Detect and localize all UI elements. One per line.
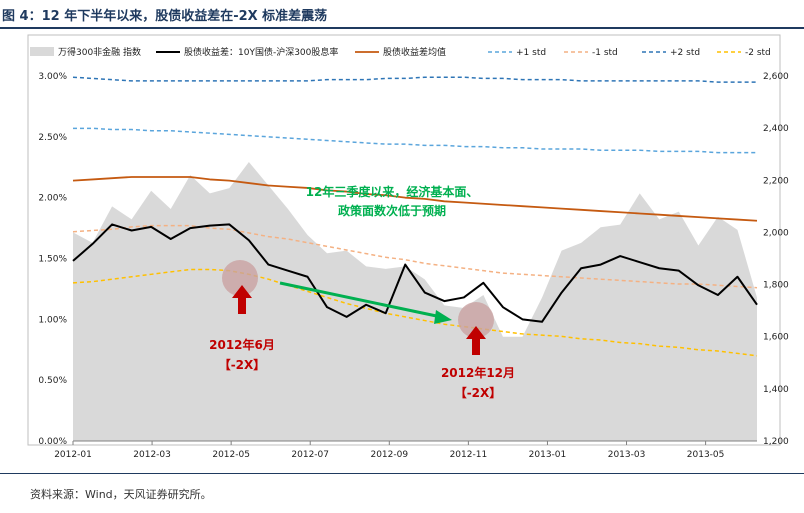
legend-label: -2 std <box>745 48 771 58</box>
title-rule <box>0 27 804 29</box>
highlight-circle-dec <box>458 302 494 338</box>
x-tick-label: 2012-07 <box>291 450 329 460</box>
left-tick-label: 2.50% <box>38 133 67 143</box>
series-line-4-1-std <box>72 224 758 289</box>
x-tick-label: 2012-01 <box>54 450 92 460</box>
source-note: 资料来源：Wind，天风证券研究所。 <box>30 488 212 501</box>
left-tick-label: 1.00% <box>38 315 67 325</box>
right-tick-label: 1,200 <box>763 437 789 447</box>
right-tick-label: 2,400 <box>763 124 789 134</box>
x-tick-label: 2012-03 <box>133 450 171 460</box>
left-tick-label: 1.50% <box>38 255 67 265</box>
legend-label: -1 std <box>592 48 618 58</box>
left-tick-label: 3.00% <box>38 72 67 82</box>
right-tick-label: 1,600 <box>763 333 789 343</box>
right-tick-label: 2,200 <box>763 176 789 186</box>
green-trend-arrow <box>279 281 447 320</box>
red-arrow-jun <box>232 285 252 314</box>
label-jun-date: 2012年6月 <box>209 337 275 352</box>
chart: 万得300非金融 指数 股债收益差：10Y国债-沪深300股息率 股债收益差均值 +1… <box>27 34 789 460</box>
legend-label: 股债收益差均值 <box>383 46 446 58</box>
series-line-6-2-std <box>72 268 758 357</box>
x-axis: 2012-01 2012-03 2012-05 2012-07 2012-09 2012-… <box>54 440 757 460</box>
left-tick-label: 0.00% <box>38 437 67 447</box>
x-tick-label: 2012-09 <box>370 450 408 460</box>
x-tick-label: 2013-05 <box>687 450 725 460</box>
green-arrow-head <box>434 310 452 324</box>
x-tick-label: 2013-01 <box>529 450 567 460</box>
left-tick-label: 2.00% <box>38 194 67 204</box>
label-dec-sd: 【-2X】 <box>455 385 502 400</box>
x-tick-label: 2012-11 <box>450 450 488 460</box>
right-tick-label: 1,800 <box>763 281 789 291</box>
series-line-5-2-std <box>72 76 757 83</box>
series-layer <box>72 76 758 442</box>
right-tick-label: 2,000 <box>763 228 789 238</box>
legend: 万得300非金融 指数 股债收益差：10Y国债-沪深300股息率 股债收益差均值 +1… <box>30 46 771 58</box>
legend-label: 股债收益差：10Y国债-沪深300股息率 <box>184 46 338 58</box>
series-line-1-10y-300 <box>72 223 758 323</box>
legend-label: +2 std <box>670 48 700 58</box>
series-line-3-1-std <box>73 127 757 154</box>
annotation-main-line1: 12年三季度以来，经济基本面、 <box>306 184 479 199</box>
left-axis: 0.00% 0.50% 1.00% 1.50% 2.00% 2.50% 3.00% <box>38 72 67 447</box>
right-tick-label: 1,400 <box>763 385 789 395</box>
footer-rule <box>0 473 804 474</box>
highlight-circle-jun <box>222 260 258 296</box>
legend-label: 万得300非金融 指数 <box>58 46 141 58</box>
series-line-2-series <box>72 176 758 222</box>
label-jun-sd: 【-2X】 <box>219 357 266 372</box>
left-tick-label: 0.50% <box>38 376 67 386</box>
x-tick-label: 2013-03 <box>608 450 646 460</box>
figure-title: 图 4：12 年下半年以来，股债收益差在-2X 标准差震荡 <box>2 9 328 24</box>
legend-label: +1 std <box>516 48 546 58</box>
annotation-main-line2: 政策面数次低于预期 <box>338 203 446 218</box>
label-dec-date: 2012年12月 <box>441 365 515 380</box>
annotations: 12年三季度以来，经济基本面、 政策面数次低于预期 2012年6月 【-2X】 … <box>209 184 515 400</box>
right-tick-label: 2,600 <box>763 72 789 82</box>
legend-swatch <box>30 47 54 56</box>
red-arrow-dec <box>466 326 486 355</box>
right-axis: 1,200 1,400 1,600 1,800 2,000 2,200 2,400 2,600 <box>763 72 789 447</box>
x-tick-label: 2012-05 <box>212 450 250 460</box>
